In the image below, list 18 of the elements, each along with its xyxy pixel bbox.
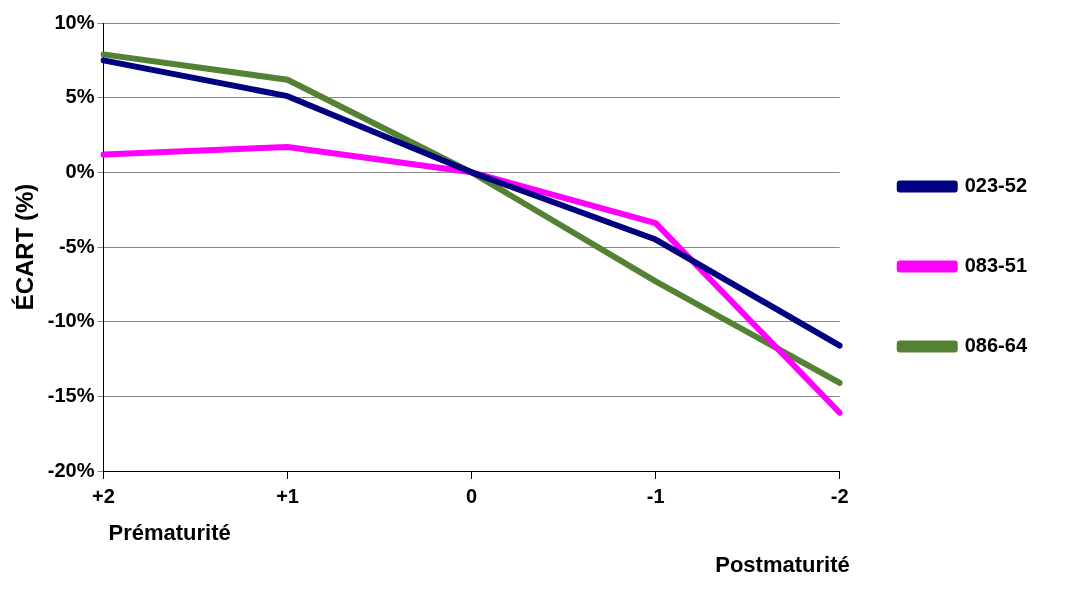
y-tick-label: -5% <box>58 234 95 257</box>
x-tick-label: 0 <box>466 484 478 507</box>
y-tick-label: -15% <box>47 383 95 406</box>
legend-label: 023-52 <box>964 174 1028 197</box>
text: Postmaturité <box>715 552 850 578</box>
legend-label: 083-51 <box>964 254 1028 277</box>
y-tick-label: -10% <box>47 309 95 332</box>
x-tick-label: +2 <box>92 484 115 507</box>
x-tick-label: +1 <box>276 484 299 507</box>
y-tick-label: -20% <box>47 458 95 481</box>
x-tick-label: -1 <box>646 484 665 507</box>
y-axis-title: ÉCART (%) <box>11 183 39 311</box>
legend-label: 086-64 <box>964 334 1028 357</box>
x-tick-label: -2 <box>830 484 849 507</box>
y-tick-label: 0% <box>65 159 95 182</box>
y-tick-label: 5% <box>65 85 95 108</box>
text: Prématurité <box>108 520 231 546</box>
y-tick-label: 10% <box>54 10 95 33</box>
